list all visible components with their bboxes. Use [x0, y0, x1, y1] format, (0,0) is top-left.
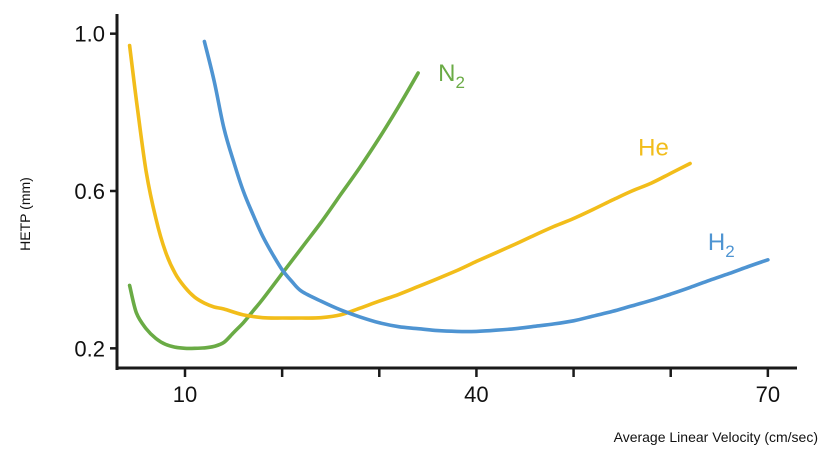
- x-tick-label: 40: [464, 382, 488, 407]
- series-line-he: [127, 43, 692, 320]
- y-tick-label: 1.0: [74, 22, 105, 47]
- x-tick-label: 70: [756, 382, 780, 407]
- y-axis-title: HETP (mm): [17, 177, 33, 251]
- series-labels: N2 He H2: [438, 60, 735, 261]
- x-ticks: 10 40 70: [173, 368, 780, 407]
- x-tick-label: 10: [173, 382, 197, 407]
- y-ticks: 0.2 0.6 1.0: [74, 22, 117, 361]
- series-line-h2: [202, 39, 770, 334]
- series-layer: [127, 39, 770, 351]
- series-label-n2: N2: [438, 60, 465, 92]
- y-tick-label: 0.6: [74, 179, 105, 204]
- series-line-n2: [127, 71, 420, 351]
- y-tick-label: 0.2: [74, 336, 105, 361]
- series-label-he: He: [638, 134, 669, 161]
- series-label-h2: H2: [708, 229, 735, 261]
- x-axis-title: Average Linear Velocity (cm/sec): [614, 429, 818, 445]
